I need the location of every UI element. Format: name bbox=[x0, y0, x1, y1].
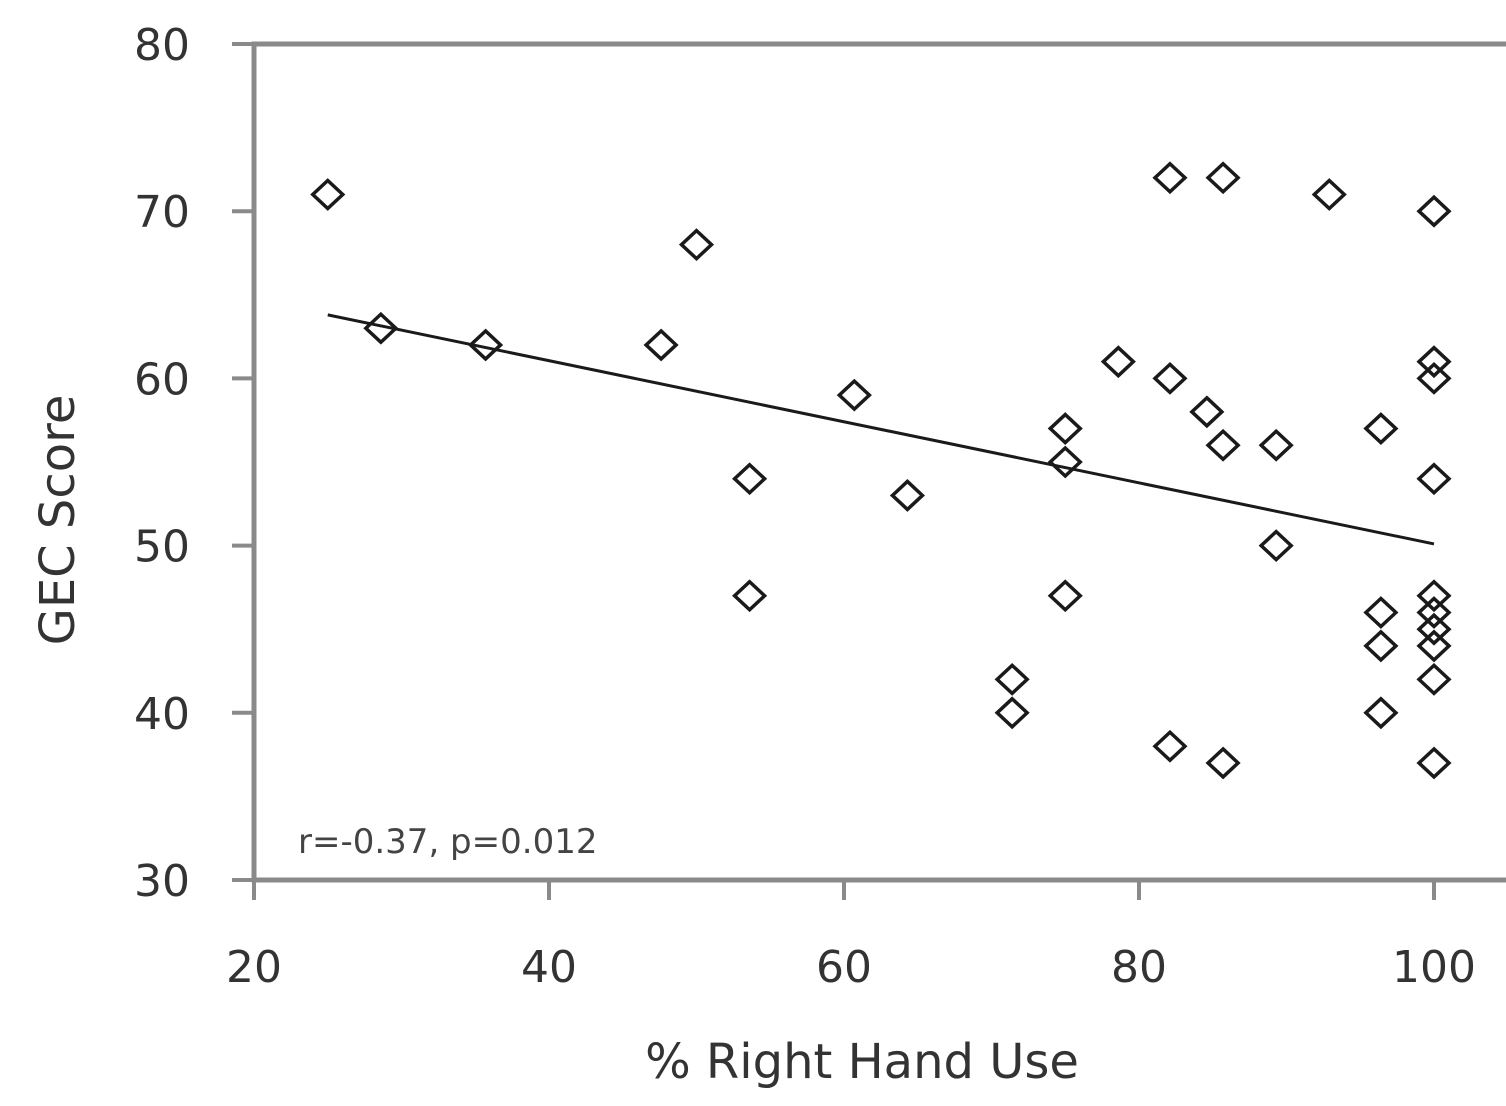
data-point bbox=[1416, 345, 1452, 379]
x-tick-label: 60 bbox=[816, 942, 872, 993]
x-tick-label: 20 bbox=[226, 942, 282, 993]
data-point bbox=[310, 178, 346, 211]
data-point bbox=[1416, 596, 1452, 629]
data-point bbox=[732, 579, 768, 613]
data-point bbox=[1152, 729, 1188, 763]
data-point bbox=[678, 228, 715, 262]
data-point bbox=[468, 328, 504, 362]
y-tick-label: 80 bbox=[134, 20, 190, 71]
data-point bbox=[1152, 161, 1188, 195]
data-point bbox=[889, 479, 925, 512]
x-tick-label: 40 bbox=[521, 942, 577, 993]
data-point bbox=[994, 662, 1030, 696]
data-point bbox=[836, 378, 872, 412]
data-point bbox=[1311, 178, 1347, 211]
data-point bbox=[1363, 596, 1399, 629]
y-tick-label: 70 bbox=[134, 187, 190, 238]
y-tick-label: 40 bbox=[134, 689, 190, 740]
data-point bbox=[1416, 362, 1452, 395]
data-point bbox=[1258, 529, 1294, 562]
data-point bbox=[1363, 696, 1399, 730]
y-tick-label: 50 bbox=[134, 522, 190, 573]
y-axis-title: GEC Score bbox=[30, 395, 86, 646]
data-points bbox=[310, 161, 1452, 780]
data-point bbox=[1047, 445, 1083, 479]
data-point bbox=[643, 328, 679, 362]
data-point bbox=[1047, 579, 1083, 613]
data-point bbox=[1047, 412, 1083, 445]
data-point bbox=[1416, 612, 1452, 646]
data-point bbox=[1416, 662, 1452, 696]
data-point bbox=[363, 311, 399, 345]
data-point bbox=[1416, 194, 1452, 228]
x-tick-label: 80 bbox=[1111, 942, 1167, 993]
x-axis-title: % Right Hand Use bbox=[645, 1034, 1079, 1090]
data-point bbox=[1416, 579, 1452, 613]
data-point bbox=[1100, 345, 1136, 379]
data-point bbox=[1363, 629, 1399, 663]
y-axis: 30 40 50 60 70 80 bbox=[134, 20, 254, 907]
trend-line bbox=[327, 313, 1435, 546]
data-point bbox=[1416, 462, 1452, 496]
x-axis: 20 40 60 80 100 bbox=[226, 880, 1476, 993]
y-tick-label: 60 bbox=[134, 354, 190, 405]
data-point bbox=[732, 462, 768, 496]
data-point bbox=[1205, 161, 1241, 195]
plot-area-frame bbox=[251, 41, 1506, 883]
data-point bbox=[1416, 629, 1452, 663]
data-point bbox=[1152, 362, 1188, 395]
data-point bbox=[1189, 395, 1225, 429]
x-tick-label: 100 bbox=[1392, 942, 1476, 993]
y-tick-label: 30 bbox=[134, 856, 190, 907]
data-point bbox=[1416, 746, 1452, 780]
data-point bbox=[1205, 746, 1241, 780]
data-point bbox=[994, 696, 1030, 730]
correlation-annotation: r=-0.37, p=0.012 bbox=[298, 822, 597, 862]
data-point bbox=[1205, 428, 1241, 462]
data-point bbox=[1363, 412, 1399, 445]
data-point bbox=[1258, 428, 1294, 462]
